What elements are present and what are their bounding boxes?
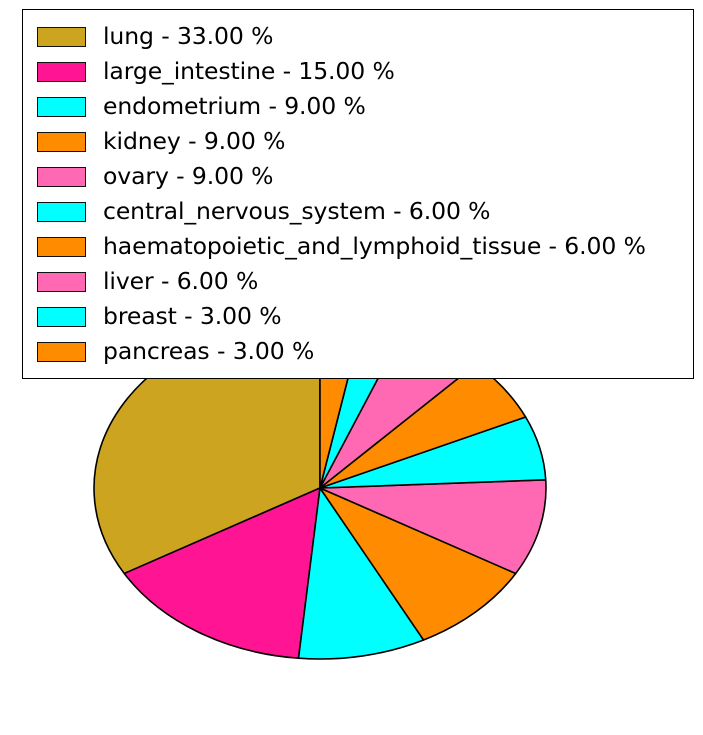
legend-item-label: breast - 3.00 % xyxy=(103,301,282,330)
legend-swatch-icon xyxy=(37,341,86,362)
legend-item-label: lung - 33.00 % xyxy=(103,21,274,50)
pie-slice[interactable] xyxy=(123,487,321,660)
legend-swatch-icon xyxy=(37,96,86,117)
chart-legend: lung - 33.00 % large_intestine - 15.00 %… xyxy=(22,9,694,379)
legend-swatch-icon xyxy=(37,236,86,257)
legend-swatch-icon xyxy=(37,271,86,292)
legend-swatch-icon xyxy=(37,166,86,187)
legend-item-label: haematopoietic_and_lymphoid_tissue - 6.0… xyxy=(103,231,646,260)
legend-swatch-icon xyxy=(37,61,86,82)
legend-item[interactable]: pancreas - 3.00 % xyxy=(34,334,683,369)
legend-item-label: liver - 6.00 % xyxy=(103,266,259,295)
legend-item[interactable]: breast - 3.00 % xyxy=(34,299,683,334)
legend-swatch-icon xyxy=(37,26,86,47)
pie-slice[interactable] xyxy=(319,479,547,575)
legend-item-label: kidney - 9.00 % xyxy=(103,126,286,155)
legend-item[interactable]: kidney - 9.00 % xyxy=(34,124,683,159)
legend-item-label: central_nervous_system - 6.00 % xyxy=(103,196,491,225)
pie-slice[interactable] xyxy=(319,487,517,641)
legend-item-label: endometrium - 9.00 % xyxy=(103,91,366,120)
legend-item-label: large_intestine - 15.00 % xyxy=(103,56,395,85)
legend-item[interactable]: lung - 33.00 % xyxy=(34,19,683,54)
legend-swatch-icon xyxy=(37,306,86,327)
legend-swatch-icon xyxy=(37,131,86,152)
legend-swatch-icon xyxy=(37,201,86,222)
legend-item[interactable]: large_intestine - 15.00 % xyxy=(34,54,683,89)
legend-item[interactable]: liver - 6.00 % xyxy=(34,264,683,299)
legend-item[interactable]: endometrium - 9.00 % xyxy=(34,89,683,124)
legend-item-label: ovary - 9.00 % xyxy=(103,161,274,190)
legend-item[interactable]: ovary - 9.00 % xyxy=(34,159,683,194)
legend-item[interactable]: central_nervous_system - 6.00 % xyxy=(34,194,683,229)
pie-slice[interactable] xyxy=(297,487,425,660)
legend-item-label: pancreas - 3.00 % xyxy=(103,336,315,365)
legend-item[interactable]: haematopoietic_and_lymphoid_tissue - 6.0… xyxy=(34,229,683,264)
